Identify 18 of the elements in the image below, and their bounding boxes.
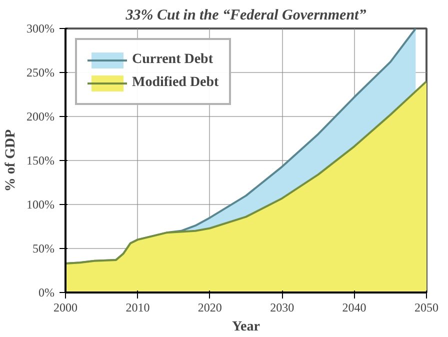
y-tick-label: 200% <box>26 110 55 124</box>
legend-label: Modified Debt <box>132 75 219 91</box>
y-tick-label: 0% <box>38 286 55 300</box>
legend-label: Current Debt <box>132 52 214 68</box>
x-tick-label: 2050 <box>414 300 438 314</box>
x-tick-label: 2010 <box>126 300 150 314</box>
y-tick-label: 150% <box>26 154 55 168</box>
y-tick-label: 250% <box>26 66 55 80</box>
chart-title: 33% Cut in the “Federal Government” <box>124 8 367 24</box>
x-tick-label: 2000 <box>54 300 78 314</box>
x-axis-title: Year <box>232 320 260 334</box>
y-tick-label: 100% <box>26 198 55 212</box>
y-tick-label: 50% <box>32 242 55 256</box>
x-tick-label: 2020 <box>198 300 222 314</box>
x-tick-label: 2030 <box>270 300 294 314</box>
x-tick-label: 2040 <box>342 300 366 314</box>
y-axis-title: % of GDP <box>4 128 19 192</box>
y-tick-label: 300% <box>26 22 55 36</box>
